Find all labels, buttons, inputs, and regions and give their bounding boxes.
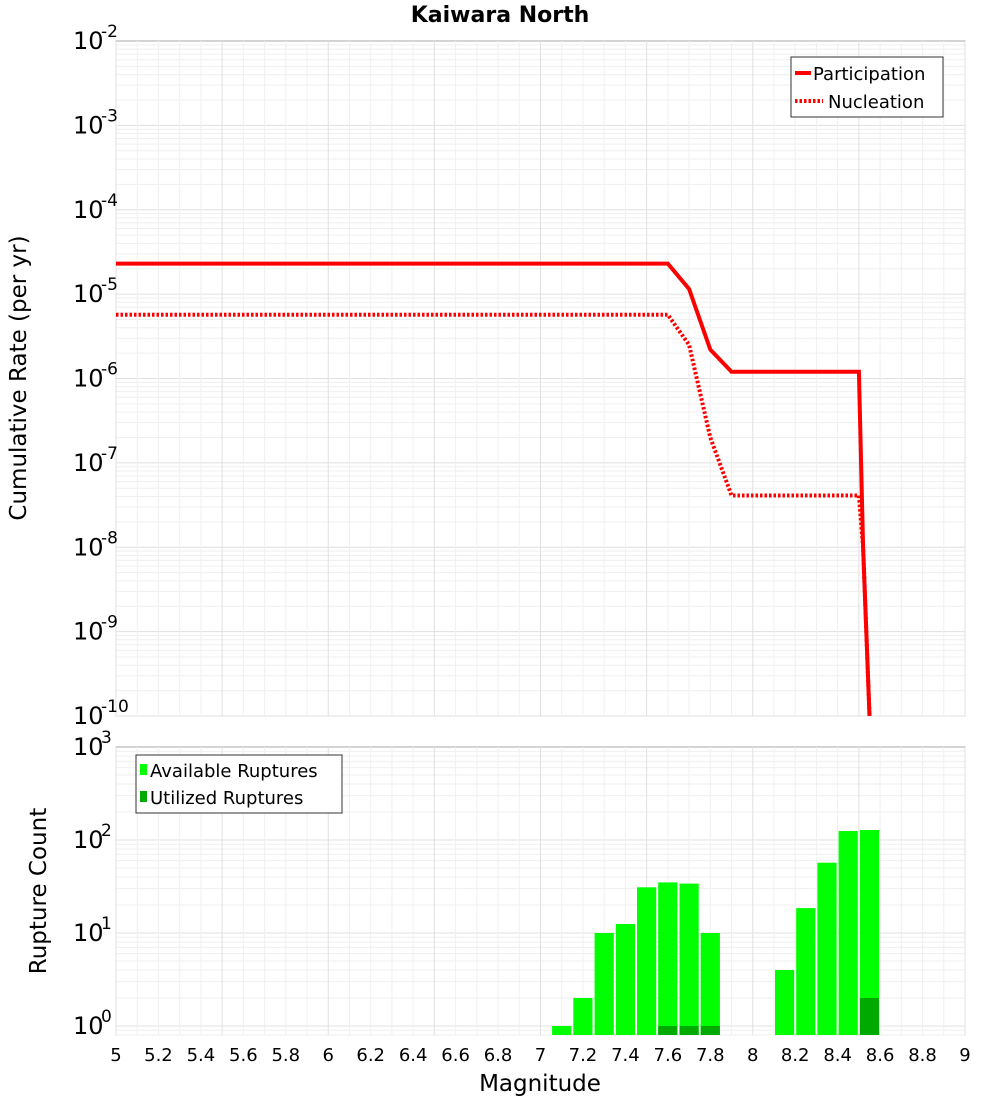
rupture-plot-x-ticks: 5 5.2 5.4 5.6 5.8 6 6.2 6.4 6.6 6.8 7 7.2 7.4 7.6 7.8 8… bbox=[110, 1045, 970, 1066]
x-axis-label: Magnitude bbox=[479, 1071, 601, 1097]
available-rupture-bar bbox=[796, 908, 816, 1035]
x-tick-label: 8.2 bbox=[781, 1045, 810, 1066]
chart-title: Kaiwara North bbox=[411, 3, 590, 28]
y-tick-exponent: -7 bbox=[101, 444, 118, 464]
x-tick-label: 6.2 bbox=[356, 1045, 385, 1066]
y-tick-exponent: 1 bbox=[101, 914, 112, 934]
y-tick-exponent: -10 bbox=[101, 697, 129, 717]
rupture-plot-y-label: Rupture Count bbox=[26, 808, 52, 974]
y-tick-exponent: -4 bbox=[101, 191, 118, 211]
available-rupture-bar bbox=[573, 998, 593, 1035]
rate-plot-y-label: Cumulative Rate (per yr) bbox=[6, 235, 32, 520]
x-tick-label: 6.4 bbox=[399, 1045, 428, 1066]
y-tick-label: 10 bbox=[73, 702, 104, 730]
utilized-rupture-bar bbox=[700, 1026, 720, 1035]
x-tick-label: 7.6 bbox=[654, 1045, 683, 1066]
y-tick-label: 10 bbox=[73, 196, 104, 224]
available-rupture-bar bbox=[775, 970, 795, 1035]
y-tick-exponent: 2 bbox=[101, 821, 112, 841]
available-rupture-bar bbox=[838, 831, 858, 1035]
y-tick-label: 10 bbox=[73, 280, 104, 308]
y-tick-exponent: -8 bbox=[101, 528, 118, 548]
utilized-legend-label: Utilized Ruptures bbox=[150, 788, 303, 809]
y-tick-exponent: 0 bbox=[101, 1007, 112, 1027]
available-rupture-bar bbox=[859, 830, 880, 1035]
available-rupture-bar bbox=[637, 887, 657, 1035]
x-tick-label: 5.6 bbox=[229, 1045, 258, 1066]
y-tick-label: 10 bbox=[73, 27, 104, 55]
y-tick-label: 10 bbox=[73, 733, 104, 761]
y-tick-label: 10 bbox=[73, 449, 104, 477]
rate-plot-grid bbox=[115, 41, 966, 717]
y-tick-exponent: -9 bbox=[101, 613, 118, 633]
rupture-plot-bars bbox=[552, 830, 880, 1035]
rupture-legend-box bbox=[135, 754, 343, 814]
x-tick-label: 5.4 bbox=[187, 1045, 216, 1066]
y-tick-label: 10 bbox=[73, 826, 104, 854]
nucleation-line bbox=[116, 312, 872, 717]
x-tick-label: 7.4 bbox=[611, 1045, 640, 1066]
x-tick-label: 6.8 bbox=[484, 1045, 513, 1066]
x-tick-label: 5.2 bbox=[144, 1045, 173, 1066]
x-tick-label: 5 bbox=[110, 1045, 121, 1066]
y-tick-exponent: 3 bbox=[101, 728, 112, 748]
y-tick-label: 10 bbox=[73, 365, 104, 393]
available-rupture-bar bbox=[615, 924, 635, 1035]
y-tick-exponent: -6 bbox=[101, 360, 118, 380]
y-tick-exponent: -2 bbox=[101, 22, 118, 42]
x-tick-label: 8.4 bbox=[823, 1045, 852, 1066]
y-tick-label: 10 bbox=[73, 919, 104, 947]
utilized-rupture-bar bbox=[859, 998, 880, 1035]
rate-plot-series bbox=[116, 261, 872, 717]
x-tick-label: 7.2 bbox=[569, 1045, 598, 1066]
y-tick-label: 10 bbox=[73, 618, 104, 646]
utilized-legend-swatch bbox=[140, 791, 147, 802]
x-tick-label: 6 bbox=[323, 1045, 334, 1066]
x-tick-label: 8.6 bbox=[866, 1045, 895, 1066]
y-tick-exponent: -3 bbox=[101, 106, 118, 126]
available-rupture-bar bbox=[552, 1026, 572, 1035]
participation-legend-label: Participation bbox=[813, 64, 925, 85]
rupture-plot-legend: Available Ruptures Utilized Ruptures bbox=[135, 754, 343, 814]
x-tick-label: 9 bbox=[959, 1045, 970, 1066]
available-rupture-bar bbox=[594, 933, 614, 1035]
nucleation-legend-label: Nucleation bbox=[828, 92, 924, 113]
available-rupture-bar bbox=[658, 882, 678, 1035]
x-tick-label: 8.8 bbox=[908, 1045, 937, 1066]
available-legend-swatch bbox=[140, 764, 147, 775]
x-tick-label: 6.6 bbox=[441, 1045, 470, 1066]
y-tick-exponent: -5 bbox=[101, 275, 118, 295]
x-tick-label: 7.8 bbox=[696, 1045, 725, 1066]
rate-plot-legend: Participation Nucleation bbox=[790, 56, 944, 118]
available-rupture-bar bbox=[679, 883, 699, 1035]
y-tick-label: 10 bbox=[73, 1012, 104, 1040]
x-tick-label: 5.8 bbox=[271, 1045, 300, 1066]
utilized-rupture-bar bbox=[679, 1026, 699, 1035]
rate-legend-box bbox=[790, 56, 944, 118]
participation-line bbox=[116, 261, 872, 717]
x-tick-label: 8 bbox=[747, 1045, 758, 1066]
available-rupture-bar bbox=[700, 933, 720, 1035]
available-rupture-bar bbox=[817, 862, 837, 1035]
y-tick-label: 10 bbox=[73, 533, 104, 561]
y-tick-label: 10 bbox=[73, 111, 104, 139]
utilized-rupture-bar bbox=[658, 1026, 678, 1035]
available-legend-label: Available Ruptures bbox=[150, 761, 318, 782]
x-tick-label: 7 bbox=[535, 1045, 546, 1066]
